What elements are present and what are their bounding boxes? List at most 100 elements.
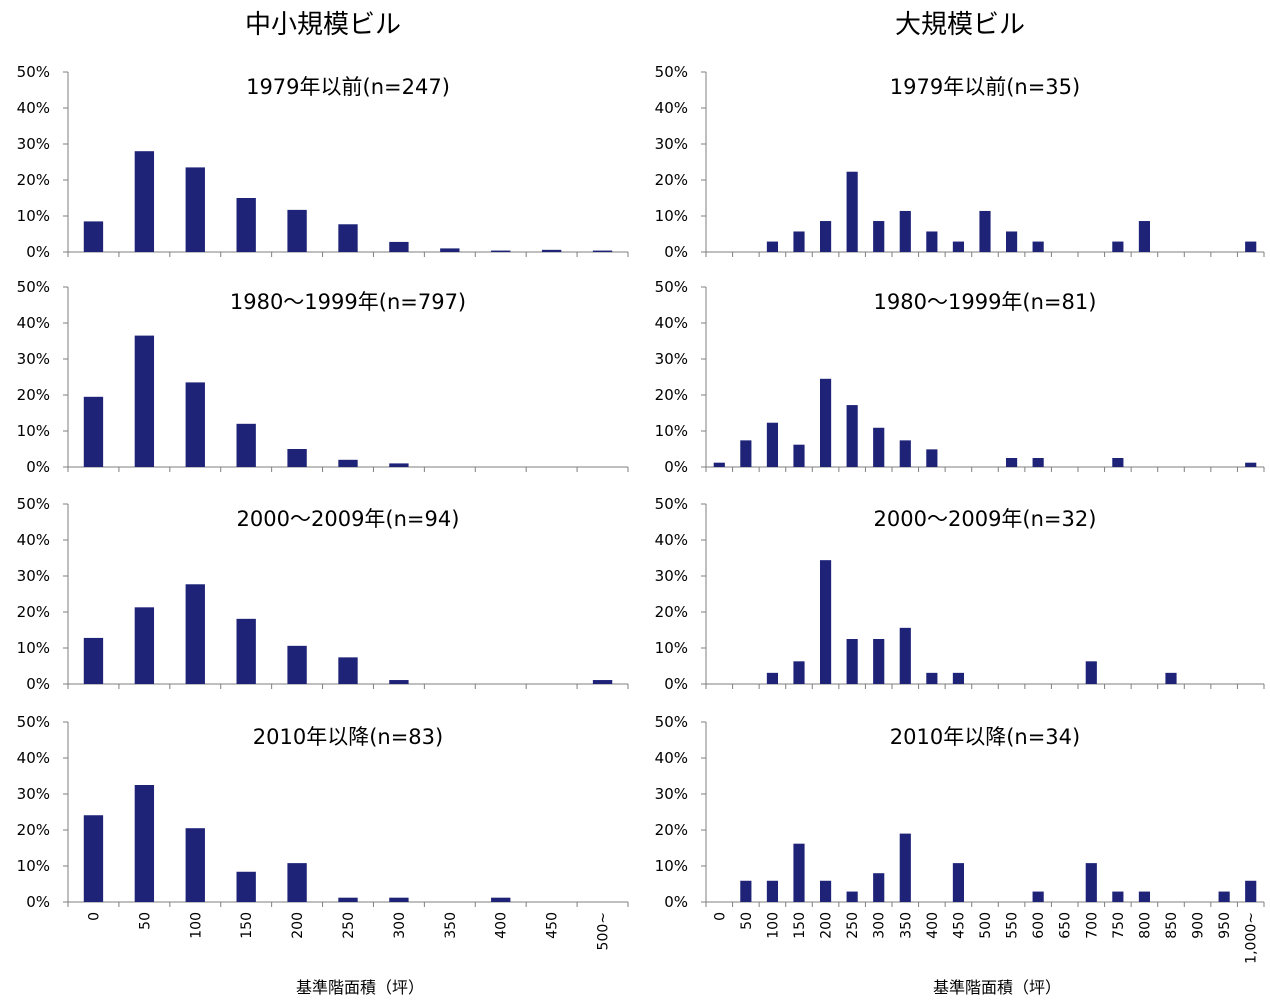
bar (819, 221, 832, 252)
bar (1005, 231, 1018, 252)
y-tick-label: 40% (655, 749, 688, 767)
y-tick-label: 30% (17, 567, 50, 585)
bar (899, 440, 911, 467)
x-tick-label: 150 (239, 912, 255, 939)
x-tick-label: 500 (978, 912, 994, 939)
y-tick-label: 50% (17, 713, 50, 731)
bar (819, 378, 832, 467)
y-tick-label: 20% (17, 386, 50, 404)
x-tick-label: 450 (545, 912, 561, 939)
y-tick-label: 0% (664, 458, 688, 476)
panel-title: 2000～2009年(n=94) (237, 507, 460, 531)
bar (952, 863, 965, 902)
y-tick-label: 0% (664, 893, 688, 911)
x-tick-label: 150 (792, 912, 808, 939)
bar (1112, 241, 1124, 252)
bar (1112, 891, 1124, 902)
y-tick-label: 30% (655, 785, 688, 803)
bar (541, 249, 562, 252)
x-tick-label: 400 (925, 912, 941, 939)
bar (846, 171, 858, 252)
bar (338, 224, 358, 252)
bar (873, 873, 885, 902)
y-tick-label: 20% (655, 386, 688, 404)
x-tick-label: 700 (1084, 912, 1100, 939)
y-tick-label: 0% (26, 893, 50, 911)
bar (899, 833, 911, 902)
panel-title: 1979年以前(n=247) (246, 75, 450, 99)
bar (1245, 241, 1257, 252)
x-tick-label: 950 (1217, 912, 1233, 939)
x-tick-label: 200 (290, 912, 306, 939)
x-tick-label: 100 (765, 912, 781, 939)
chart-panel: 1980～1999年(n=81) 0% 10% 20% 30% 40% 50% (655, 278, 1265, 476)
bar (1085, 863, 1097, 902)
bar (389, 463, 409, 467)
bar (740, 440, 752, 467)
x-tick-label: 0 (712, 912, 728, 921)
x-tick-label: 300 (872, 912, 888, 939)
y-tick-label: 0% (26, 458, 50, 476)
y-tick-label: 30% (655, 135, 688, 153)
y-tick-label: 20% (17, 821, 50, 839)
y-tick-label: 40% (17, 314, 50, 332)
y-tick-label: 50% (655, 495, 688, 513)
bar (491, 897, 511, 902)
y-tick-label: 40% (655, 314, 688, 332)
bar (491, 250, 511, 252)
chart-panel: 1980～1999年(n=797) 0% 10% 20% 30% 40% 50% (17, 278, 629, 476)
bar (846, 891, 858, 902)
panel-title: 2010年以降(n=83) (253, 725, 443, 749)
x-axis-label-large: 基準階面積（坪） (933, 978, 1061, 997)
bar (793, 661, 805, 684)
y-tick-label: 40% (655, 99, 688, 117)
bar (846, 639, 858, 684)
x-tick-label: 50 (739, 912, 755, 930)
chart-panel: 2000～2009年(n=94) 0% 10% 20% 30% 40% 50% (17, 495, 629, 693)
x-tick-label: 350 (443, 912, 459, 939)
y-tick-label: 20% (655, 603, 688, 621)
bar (287, 449, 307, 467)
bar (952, 241, 965, 252)
bar (819, 880, 832, 902)
bar (440, 248, 460, 252)
bar (338, 897, 358, 902)
bar (185, 167, 205, 252)
y-tick-label: 10% (17, 857, 50, 875)
chart-panel: 1979年以前(n=35) 0% 10% 20% 30% 40% 50% (655, 63, 1265, 261)
bar (185, 382, 205, 467)
bar (873, 221, 885, 252)
y-tick-label: 30% (655, 567, 688, 585)
y-tick-label: 50% (655, 278, 688, 296)
y-tick-label: 10% (17, 422, 50, 440)
bar (1112, 458, 1124, 467)
bar (979, 210, 991, 252)
x-tick-label: 1,000~ (1244, 912, 1260, 964)
bar (793, 231, 805, 252)
bar (766, 422, 779, 467)
bar (287, 645, 307, 684)
y-tick-label: 20% (17, 603, 50, 621)
bar (1032, 891, 1044, 902)
y-tick-label: 40% (17, 99, 50, 117)
y-tick-label: 30% (17, 785, 50, 803)
x-tick-label: 500~ (596, 912, 612, 950)
y-tick-label: 20% (655, 821, 688, 839)
bar (952, 672, 965, 684)
y-tick-label: 0% (664, 243, 688, 261)
panel-title: 2000～2009年(n=32) (874, 507, 1097, 531)
bar (185, 828, 205, 902)
bar (899, 210, 911, 252)
column-title-small-mid: 中小規模ビル (245, 10, 401, 40)
chart-panel: 1979年以前(n=247) 0% 10% 20% 30% 40% 50% (17, 63, 629, 261)
x-tick-label: 800 (1137, 912, 1153, 939)
bar (873, 639, 885, 684)
bar (236, 618, 256, 684)
x-axis-label-small-mid: 基準階面積（坪） (296, 978, 424, 997)
y-tick-label: 20% (17, 171, 50, 189)
bar (793, 444, 805, 467)
bar (766, 880, 779, 902)
bar (819, 560, 832, 684)
bar (713, 462, 725, 467)
